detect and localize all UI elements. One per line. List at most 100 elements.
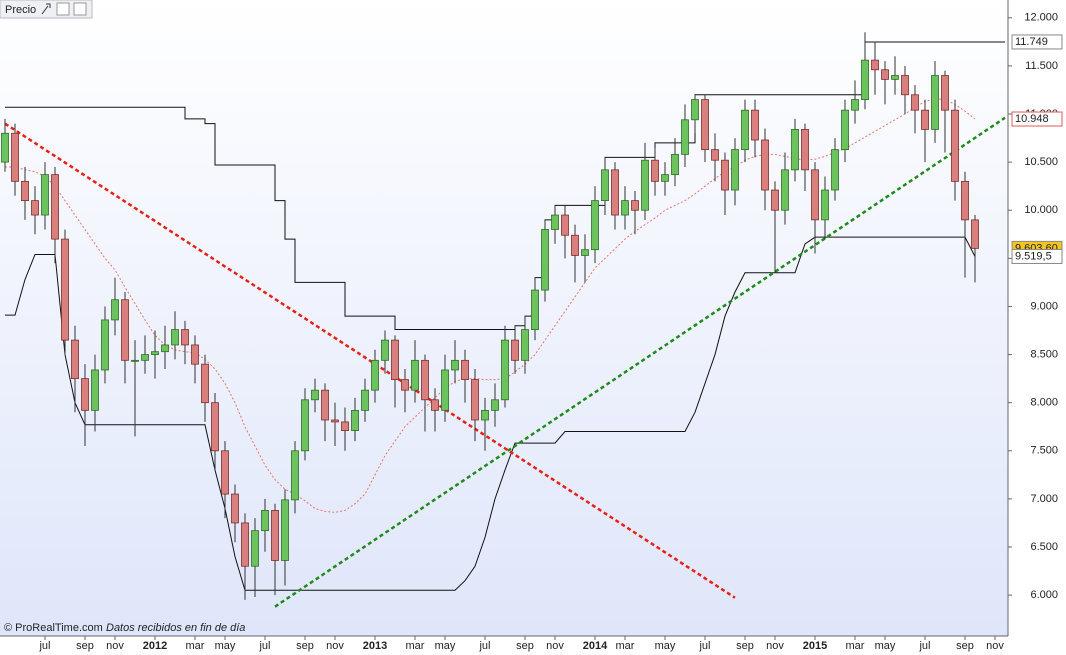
- candle-body: [541, 229, 549, 291]
- price-label: 11.749: [1015, 36, 1048, 48]
- x-tick-label: nov: [766, 640, 784, 652]
- y-tick-label: 6.500: [1030, 541, 1058, 553]
- y-tick-label: 9.000: [1030, 300, 1058, 312]
- candle-body: [401, 379, 409, 391]
- candle-body: [661, 174, 669, 182]
- candle-body: [551, 214, 559, 230]
- candle-body: [361, 389, 369, 411]
- candle-body: [731, 149, 739, 191]
- candle-body: [851, 99, 859, 111]
- indicator-line: [5, 41, 1005, 331]
- candle-body: [721, 159, 729, 191]
- price-label-box: [1011, 34, 1063, 50]
- candle-body: [171, 329, 179, 346]
- candle-body: [371, 359, 379, 391]
- candle-body: [121, 299, 129, 361]
- y-tick-label: 10.000: [1024, 204, 1058, 216]
- candle-body: [901, 75, 909, 96]
- candle-body: [331, 419, 339, 423]
- candle-body: [841, 109, 849, 151]
- y-tick-label: 8.000: [1030, 397, 1058, 409]
- candle-body: [771, 189, 779, 211]
- candle-body: [181, 329, 189, 346]
- candle-body: [921, 109, 929, 130]
- candle-body: [651, 159, 659, 182]
- candle-body: [871, 59, 879, 71]
- zoom-icon[interactable]: [73, 2, 87, 16]
- candle-body: [1, 132, 9, 163]
- candle-body: [141, 354, 149, 361]
- candle-body: [801, 129, 809, 171]
- x-tick-label: 2012: [143, 640, 167, 652]
- x-tick-label: sep: [516, 640, 534, 652]
- candle-body: [571, 234, 579, 256]
- candle-body: [71, 339, 79, 380]
- candle-body: [251, 530, 259, 567]
- candle-body: [201, 363, 209, 404]
- wrench-icon[interactable]: [41, 3, 51, 15]
- candle-body: [961, 180, 969, 221]
- candle-body: [781, 169, 789, 211]
- price-label-box: [1011, 248, 1063, 264]
- x-tick-label: nov: [106, 640, 124, 652]
- candle-body: [561, 214, 569, 236]
- candle-body: [101, 319, 109, 371]
- candle-body: [461, 359, 469, 380]
- x-tick-label: 2015: [803, 640, 827, 652]
- indicator-line: [5, 98, 976, 513]
- candle-body: [641, 159, 649, 211]
- x-tick-label: 2013: [363, 640, 387, 652]
- candle-body: [621, 200, 629, 216]
- y-tick-label: 11.500: [1025, 60, 1058, 72]
- candle-body: [761, 139, 769, 191]
- candle-body: [701, 99, 709, 151]
- price-label: 10.948: [1015, 113, 1049, 125]
- candle-body: [811, 169, 819, 221]
- candle-body: [341, 421, 349, 431]
- chart-title: Precio: [5, 4, 36, 16]
- candle-body: [741, 109, 749, 151]
- candle-body: [271, 510, 279, 561]
- candle-body: [611, 169, 619, 216]
- y-tick-label: 7.500: [1030, 445, 1058, 457]
- x-tick-label: jul: [258, 640, 270, 652]
- zoom-icon[interactable]: [56, 2, 70, 16]
- candle-body: [211, 402, 219, 452]
- candle-body: [751, 109, 759, 141]
- candle-body: [791, 129, 799, 171]
- x-tick-label: nov: [546, 640, 564, 652]
- candle-body: [681, 119, 689, 155]
- x-tick-label: sep: [296, 640, 314, 652]
- candle-body: [941, 75, 949, 111]
- axis-background: [0, 636, 1008, 655]
- candle-body: [421, 359, 429, 401]
- price-label: 9.519,5: [1015, 250, 1052, 262]
- candle-body: [481, 409, 489, 421]
- candle-body: [51, 174, 59, 240]
- x-tick-label: 2014: [583, 640, 608, 652]
- tool-icons[interactable]: [41, 2, 87, 16]
- plot-background: [0, 0, 1008, 636]
- y-tick-label: 7.000: [1030, 493, 1058, 505]
- indicator-line: [4, 122, 736, 599]
- candle-body: [221, 450, 229, 495]
- candle-body: [511, 339, 519, 361]
- candle-body: [521, 329, 529, 361]
- candle-body: [671, 154, 679, 176]
- x-tick-label: may: [435, 640, 456, 652]
- x-tick-label: jul: [918, 640, 930, 652]
- candle-body: [861, 59, 869, 100]
- candle-body: [591, 200, 599, 251]
- candle-body: [631, 200, 639, 211]
- candle-body: [491, 399, 499, 411]
- candle-body: [41, 174, 49, 216]
- candle-body: [891, 75, 899, 80]
- candle-body: [971, 219, 979, 249]
- candle-body: [261, 510, 269, 532]
- x-tick-label: nov: [986, 640, 1004, 652]
- candle-body: [61, 238, 69, 341]
- x-tick-label: may: [655, 640, 676, 652]
- candle-body: [111, 299, 119, 321]
- candle-body: [431, 399, 439, 411]
